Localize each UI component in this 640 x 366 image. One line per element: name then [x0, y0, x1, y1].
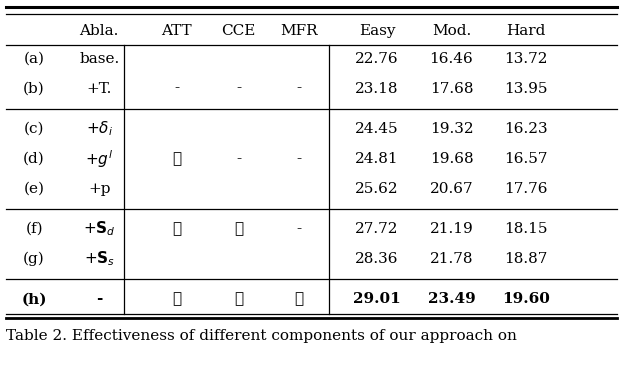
Text: 16.57: 16.57 [504, 152, 548, 166]
Text: -: - [96, 292, 102, 306]
Text: (f): (f) [26, 222, 43, 236]
Text: (b): (b) [23, 82, 45, 96]
Text: MFR: MFR [280, 24, 317, 38]
Text: 24.81: 24.81 [355, 152, 399, 166]
Text: $+g^{l}$: $+g^{l}$ [85, 148, 113, 170]
Text: 17.68: 17.68 [429, 82, 473, 96]
Text: 29.01: 29.01 [353, 292, 401, 306]
Text: +p: +p [88, 182, 111, 196]
Text: 27.72: 27.72 [355, 222, 399, 236]
Text: -: - [296, 82, 301, 96]
Text: 23.18: 23.18 [355, 82, 399, 96]
Text: ✓: ✓ [234, 292, 243, 306]
Text: 18.87: 18.87 [504, 252, 548, 266]
Text: ✓: ✓ [172, 152, 181, 166]
Text: 19.68: 19.68 [429, 152, 474, 166]
Text: ✓: ✓ [172, 222, 181, 236]
Text: base.: base. [79, 52, 119, 66]
Text: (e): (e) [24, 182, 45, 196]
Text: -: - [296, 152, 301, 166]
Text: 13.72: 13.72 [504, 52, 548, 66]
Text: Hard: Hard [506, 24, 545, 38]
Text: 21.19: 21.19 [429, 222, 474, 236]
Text: Mod.: Mod. [432, 24, 471, 38]
Text: (g): (g) [23, 252, 45, 266]
Text: $+\mathbf{S}_d$: $+\mathbf{S}_d$ [83, 220, 116, 239]
Text: 21.78: 21.78 [429, 252, 473, 266]
Text: 13.95: 13.95 [504, 82, 548, 96]
Text: (d): (d) [23, 152, 45, 166]
Text: ✓: ✓ [234, 222, 243, 236]
Text: -: - [174, 82, 179, 96]
Text: $+\mathbf{S}_s$: $+\mathbf{S}_s$ [84, 250, 115, 269]
Text: 18.15: 18.15 [504, 222, 548, 236]
Text: 20.67: 20.67 [429, 182, 474, 196]
Text: (a): (a) [24, 52, 45, 66]
Text: 24.45: 24.45 [355, 122, 399, 136]
Text: 19.60: 19.60 [502, 292, 550, 306]
Text: Table 2. Effectiveness of different components of our approach on: Table 2. Effectiveness of different comp… [6, 329, 517, 343]
Text: 19.32: 19.32 [429, 122, 474, 136]
Text: -: - [236, 152, 241, 166]
Text: 23.49: 23.49 [428, 292, 476, 306]
Text: -: - [296, 222, 301, 236]
Text: (c): (c) [24, 122, 44, 136]
Text: -: - [236, 82, 241, 96]
Text: CCE: CCE [221, 24, 256, 38]
Text: Abla.: Abla. [79, 24, 119, 38]
Text: 16.46: 16.46 [429, 52, 474, 66]
Text: ✓: ✓ [294, 292, 303, 306]
Text: Easy: Easy [359, 24, 396, 38]
Text: 16.23: 16.23 [504, 122, 548, 136]
Text: ATT: ATT [161, 24, 192, 38]
Text: ✓: ✓ [172, 292, 181, 306]
Text: 25.62: 25.62 [355, 182, 399, 196]
Text: 28.36: 28.36 [355, 252, 399, 266]
Text: (h): (h) [21, 292, 47, 306]
Text: +T.: +T. [86, 82, 112, 96]
Text: 22.76: 22.76 [355, 52, 399, 66]
Text: 17.76: 17.76 [504, 182, 548, 196]
Text: $+\delta_i$: $+\delta_i$ [86, 119, 113, 138]
